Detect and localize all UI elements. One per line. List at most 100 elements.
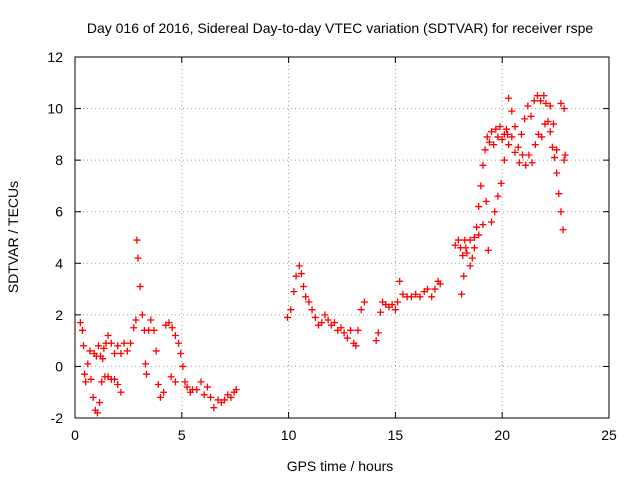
data-point xyxy=(311,313,319,321)
data-point xyxy=(179,362,187,370)
data-point xyxy=(300,282,308,290)
data-point xyxy=(553,169,561,177)
data-point xyxy=(331,319,339,327)
data-point xyxy=(96,399,104,407)
data-point xyxy=(436,280,444,288)
y-tick-label: 2 xyxy=(55,307,63,323)
data-point xyxy=(207,393,215,401)
data-point xyxy=(181,378,189,386)
data-point xyxy=(466,236,474,244)
data-point xyxy=(549,120,557,128)
data-point xyxy=(111,375,119,383)
x-tick-label: 15 xyxy=(388,427,404,443)
data-point xyxy=(305,298,313,306)
data-point xyxy=(423,285,431,293)
data-point xyxy=(508,107,516,115)
data-point xyxy=(100,344,108,352)
data-point xyxy=(505,141,513,149)
data-point xyxy=(171,331,179,339)
data-point xyxy=(374,329,382,337)
data-point xyxy=(475,203,483,211)
data-point xyxy=(460,272,468,280)
data-point xyxy=(134,254,142,262)
data-point xyxy=(459,252,467,260)
tick-labels: 0 5 10 15 20 25 -2 0 2 4 6 8 10 12 xyxy=(47,49,617,443)
data-point xyxy=(114,342,122,350)
data-point xyxy=(412,290,420,298)
data-point xyxy=(528,159,536,167)
data-point xyxy=(308,306,316,314)
data-point xyxy=(80,342,88,350)
data-point xyxy=(200,391,208,399)
data-point xyxy=(488,218,496,226)
data-point xyxy=(130,324,138,332)
data-point xyxy=(302,293,310,301)
data-point xyxy=(502,125,510,133)
data-point xyxy=(500,156,508,164)
data-point xyxy=(527,112,535,120)
data-points xyxy=(76,92,569,417)
data-point xyxy=(551,154,559,162)
data-point xyxy=(177,350,185,358)
data-point xyxy=(232,386,240,394)
data-point xyxy=(525,151,533,159)
data-point xyxy=(94,342,102,350)
data-point xyxy=(463,249,471,257)
data-point xyxy=(470,234,478,241)
data-point xyxy=(557,99,565,107)
data-point xyxy=(324,316,332,324)
axis-ticks xyxy=(74,56,610,419)
data-point xyxy=(147,316,155,324)
data-point xyxy=(479,161,487,169)
data-point xyxy=(171,378,179,386)
data-point xyxy=(210,404,218,412)
data-point xyxy=(488,128,496,136)
data-point xyxy=(531,141,539,149)
data-point xyxy=(533,92,541,100)
data-point xyxy=(394,298,402,306)
data-point xyxy=(481,146,489,154)
data-point xyxy=(81,370,89,378)
data-point xyxy=(479,221,487,229)
x-axis-label: GPS time / hours xyxy=(287,458,394,474)
data-point xyxy=(462,244,470,252)
data-point xyxy=(470,244,478,252)
data-point xyxy=(559,226,567,234)
data-point xyxy=(227,393,235,401)
data-point xyxy=(473,223,481,231)
data-point xyxy=(399,290,407,298)
data-point xyxy=(521,115,529,123)
data-point xyxy=(391,306,399,314)
data-point xyxy=(482,197,490,205)
data-point xyxy=(138,311,146,319)
data-point xyxy=(93,409,101,417)
data-point xyxy=(197,378,205,386)
data-point xyxy=(284,313,292,321)
data-point xyxy=(152,347,160,355)
y-tick-label: -2 xyxy=(51,410,64,426)
y-tick-label: 0 xyxy=(55,358,63,374)
data-point xyxy=(542,99,550,107)
chart-title: Day 016 of 2016, Sidereal Day-to-day VTE… xyxy=(87,20,593,36)
y-tick-label: 4 xyxy=(55,255,63,271)
data-point xyxy=(561,151,569,159)
data-point xyxy=(340,329,348,337)
data-point xyxy=(337,324,345,332)
data-point xyxy=(221,396,229,404)
data-point xyxy=(292,272,300,280)
data-point xyxy=(89,393,97,401)
data-point xyxy=(167,373,175,381)
data-point xyxy=(508,133,516,141)
data-point xyxy=(136,282,144,290)
data-point xyxy=(352,342,360,350)
data-point xyxy=(484,246,492,254)
data-point xyxy=(504,130,512,138)
data-point xyxy=(524,102,532,110)
data-point xyxy=(168,324,176,332)
data-point xyxy=(297,270,305,278)
y-tick-label: 6 xyxy=(55,204,63,220)
data-point xyxy=(175,339,183,347)
data-point xyxy=(183,383,191,391)
data-point xyxy=(132,316,140,324)
data-point xyxy=(466,262,474,270)
